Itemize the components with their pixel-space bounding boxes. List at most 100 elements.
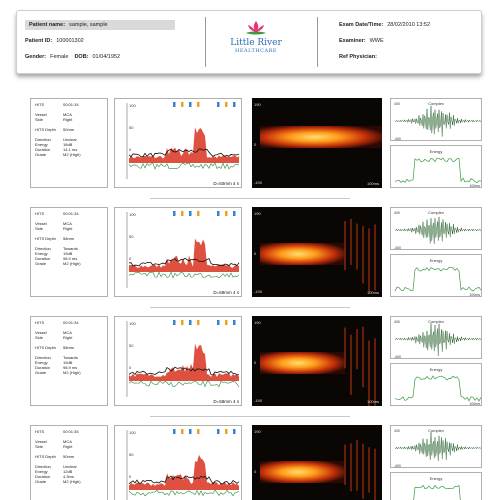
info-key: Vessel [35, 439, 47, 444]
info-key: HITS Depth [35, 236, 56, 241]
spec-axis-top: 190 [254, 320, 261, 325]
patient-name-value: sample, sample [69, 22, 108, 28]
complex-label: Complex [428, 428, 444, 433]
spectral-streak [368, 228, 370, 292]
energy-line [394, 267, 482, 292]
info-row: Vessel MCA [35, 112, 103, 117]
event-marker [217, 211, 220, 216]
info-row: HITS Depth 58mm [35, 236, 103, 241]
info-row: Grade M2 (High) [35, 479, 103, 484]
event-marker [217, 102, 220, 107]
hits-info-panel: HITS 00:01:35 Vessel MCA Side Right HITS Depth… [30, 425, 108, 500]
trace-axis-mid-label: 50 [129, 452, 134, 457]
info-value: MCA [63, 439, 72, 444]
info-value: 00:01:35 [63, 429, 79, 434]
complex-waveform-plot: Complex 400 -400 [394, 319, 481, 359]
patient-name-fill: Patient name: sample, sample [25, 20, 175, 30]
mean-velocity-trace [128, 257, 240, 267]
info-row: Duration 98.9 ms [35, 256, 103, 261]
info-value: 14.1 ms [63, 147, 78, 152]
info-value: M2 (High) [63, 261, 81, 266]
info-key: Vessel [35, 330, 47, 335]
spectral-streak [374, 448, 376, 500]
spectral-streak [368, 340, 370, 408]
info-key: Side [35, 335, 44, 340]
info-value: 58mm [63, 236, 75, 241]
complex-waveform-panel: Complex 400 -400 [390, 98, 482, 141]
ref-label: Ref Physician: [339, 54, 377, 60]
hits-info-panel: HITS 00:01:34 Vessel MCA Side Right HITS Depth… [30, 98, 108, 188]
spec-time-label: 100ms [367, 290, 379, 295]
trace-axis-mid-label: 50 [129, 234, 134, 239]
info-row: Direction Unclear [35, 464, 103, 469]
info-key: Duration [35, 147, 51, 152]
info-key: HITS [35, 429, 45, 434]
spec-axis-top: 190 [254, 102, 261, 107]
info-row: HITS 00:01:34 [35, 320, 103, 325]
info-row: Direction Unclear [35, 137, 103, 142]
company-logo: Little River HEALTHCARE [221, 19, 291, 54]
complex-waveform-plot: Complex 400 -400 [394, 210, 481, 250]
event-marker [189, 429, 192, 434]
info-row: Side Right [35, 226, 103, 231]
trace-axis-mid-label: 50 [129, 125, 134, 130]
spectral-streak [356, 329, 358, 370]
info-row: Grade M2 (High) [35, 370, 103, 375]
header-divider-right [317, 17, 318, 67]
hits-record: HITS 00:01:34 Vessel MCA Side Right HITS Depth… [30, 207, 482, 299]
info-row: Duration 4.3ms [35, 474, 103, 479]
info-key: Direction [35, 246, 51, 251]
info-value: 4.3ms [63, 474, 74, 479]
info-key: Vessel [35, 112, 47, 117]
spectral-band [260, 461, 345, 483]
complex-waveform-line [394, 216, 481, 244]
info-value: Towards [63, 246, 78, 251]
spec-axis-bottom: -190 [254, 289, 263, 294]
trace-axis-zero-label: 0 [129, 474, 132, 479]
envelope-fill [129, 127, 239, 163]
event-marker [233, 320, 236, 325]
info-row: Energy 19dB [35, 251, 103, 256]
info-row: Grade M2 (High) [35, 261, 103, 266]
complex-axis-bottom: -400 [394, 355, 401, 359]
spectrogram-image: 190 0 -190 100ms [254, 211, 379, 295]
complex-label: Complex [428, 101, 444, 106]
info-row: HITS 00:01:34 [35, 211, 103, 216]
info-key: Energy [35, 251, 48, 256]
info-key: HITS Depth [35, 127, 56, 132]
complex-label: Complex [428, 210, 444, 215]
info-value: M2 (High) [63, 152, 81, 157]
info-value: 58mm [63, 345, 75, 350]
spectral-streak [356, 439, 358, 491]
info-value: Right [63, 226, 73, 231]
info-key: HITS [35, 320, 45, 325]
hits-record: HITS 00:01:35 Vessel MCA Side Right HITS Depth… [30, 425, 482, 500]
patient-name-row: Patient name: sample, sample [25, 17, 205, 33]
spectral-streak [344, 221, 346, 271]
spectrogram-image: 190 0 -190 100ms [254, 320, 379, 408]
trace-caption: D=58mm 4 s [213, 290, 239, 295]
spectral-streak [350, 443, 352, 492]
info-row: Direction Towards [35, 355, 103, 360]
spectral-streak [362, 443, 364, 499]
info-value: 00:01:34 [63, 211, 79, 216]
info-row: HITS 00:01:34 [35, 102, 103, 107]
hits-info-panel: HITS 00:01:34 Vessel MCA Side Right HITS Depth… [30, 207, 108, 297]
complex-axis-bottom: -400 [394, 464, 401, 468]
reverse-flow-trace [128, 489, 240, 497]
patient-info: Patient name: sample, sample Patient ID:… [25, 17, 205, 65]
event-marker [225, 320, 228, 325]
complex-waveform-line [394, 432, 481, 462]
doppler-trace-panel: 100 50 0 D=58mm 4 s [114, 316, 242, 406]
info-value: 50mm [63, 454, 75, 459]
info-key: Energy [35, 469, 48, 474]
event-marker [225, 429, 228, 434]
info-row: HITS 00:01:35 [35, 429, 103, 434]
complex-waveform-plot: Complex 400 -400 [394, 101, 481, 141]
